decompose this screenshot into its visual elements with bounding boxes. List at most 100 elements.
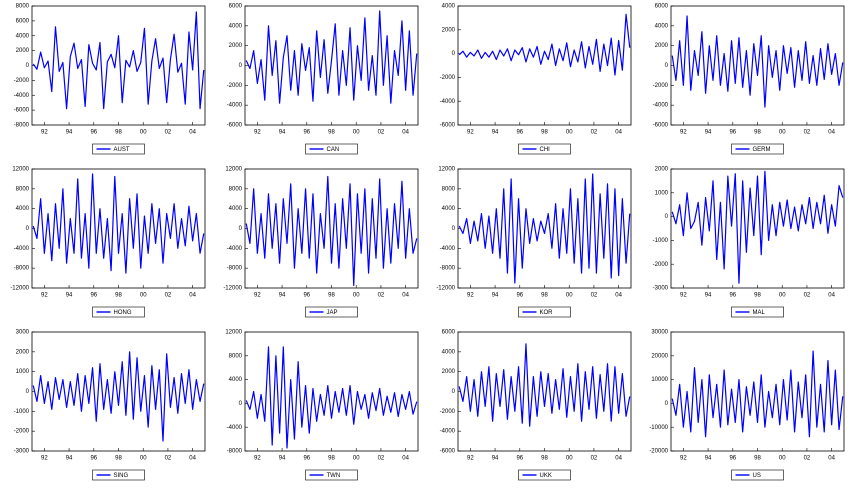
legend-label: HONG (114, 310, 132, 316)
x-tick-label: 00 (779, 456, 786, 462)
x-tick-label: 04 (828, 130, 835, 136)
y-tick-label: -4000 (653, 103, 669, 109)
series-line (671, 350, 844, 438)
plot-frame (31, 5, 206, 126)
x-tick-label: 96 (90, 293, 97, 299)
x-tick-label: 94 (492, 456, 499, 462)
x-tick-label: 94 (705, 456, 712, 462)
x-tick-label: 92 (41, 130, 48, 136)
x-tick-label: 98 (115, 130, 122, 136)
x-tick-label: 02 (165, 293, 172, 299)
y-tick-label: -2000 (653, 262, 669, 268)
legend-box (731, 143, 784, 155)
y-tick-label: -2000 (440, 75, 456, 81)
x-tick-label: 94 (279, 130, 286, 136)
x-tick-label: 94 (705, 130, 712, 136)
y-tick-label: -8000 (14, 266, 30, 272)
y-tick-label: -1000 (14, 409, 30, 415)
x-tick-label: 96 (729, 456, 736, 462)
legend-box (518, 143, 571, 155)
y-tick-label: 4000 (442, 4, 456, 10)
series-line (32, 11, 205, 110)
x-tick-label: 92 (254, 293, 261, 299)
x-tick-label: 98 (328, 130, 335, 136)
y-tick-label: -12000 (436, 286, 455, 292)
x-tick-label: 04 (615, 456, 622, 462)
y-tick-label: 4000 (655, 23, 669, 29)
x-tick-label: 98 (754, 456, 761, 462)
x-tick-label: 02 (378, 130, 385, 136)
x-tick-label: 04 (402, 293, 409, 299)
x-tick-label: 02 (591, 456, 598, 462)
y-tick-label: -20000 (649, 449, 668, 455)
x-tick-label: 94 (492, 130, 499, 136)
y-tick-label: -3000 (653, 286, 669, 292)
legend-box (518, 469, 571, 481)
y-tick-label: 12000 (438, 167, 455, 173)
y-tick-label: 0 (239, 63, 243, 69)
y-tick-label: 20000 (651, 353, 668, 359)
x-tick-label: 96 (729, 130, 736, 136)
y-tick-label: 8000 (229, 186, 243, 192)
y-tick-label: -6000 (653, 123, 669, 129)
legend-box (731, 469, 784, 481)
x-tick-label: 02 (591, 293, 598, 299)
x-tick-label: 00 (140, 130, 147, 136)
x-tick-label: 96 (303, 130, 310, 136)
legend-box (92, 143, 145, 155)
y-tick-label: 0 (239, 226, 243, 232)
legend-label: CAN (327, 147, 340, 153)
x-tick-label: 92 (467, 130, 474, 136)
x-tick-label: 00 (353, 130, 360, 136)
plot-frame (670, 331, 845, 452)
y-tick-label: -4000 (14, 93, 30, 99)
y-tick-label: 8000 (16, 186, 30, 192)
x-tick-label: 92 (254, 130, 261, 136)
legend-label: JAP (327, 310, 338, 316)
series-line (245, 346, 418, 449)
y-tick-label: 6000 (16, 18, 30, 24)
y-tick-label: -4000 (227, 246, 243, 252)
x-tick-label: 92 (680, 293, 687, 299)
legend-label: UKK (540, 473, 552, 479)
legend-box (305, 469, 358, 481)
y-tick-label: 4000 (16, 206, 30, 212)
legend-box (731, 306, 784, 318)
x-tick-label: 96 (516, 130, 523, 136)
y-tick-label: -12000 (223, 286, 242, 292)
plot-frame (457, 5, 632, 126)
series-line (245, 175, 418, 287)
x-tick-label: 00 (140, 456, 147, 462)
y-tick-label: -8000 (227, 449, 243, 455)
x-tick-label: 92 (680, 456, 687, 462)
x-tick-label: 02 (378, 456, 385, 462)
y-tick-label: -2000 (227, 83, 243, 89)
x-tick-label: 00 (566, 456, 573, 462)
x-tick-label: 02 (591, 130, 598, 136)
x-tick-label: 98 (328, 456, 335, 462)
x-tick-label: 00 (566, 130, 573, 136)
legend-label: AUST (114, 147, 130, 153)
y-tick-label: 0 (665, 63, 669, 69)
series-line (245, 10, 418, 104)
y-tick-label: 2000 (16, 349, 30, 355)
x-tick-label: 04 (615, 293, 622, 299)
y-tick-label: -8000 (227, 266, 243, 272)
series-line (458, 343, 631, 427)
x-tick-label: 04 (189, 456, 196, 462)
x-tick-label: 00 (779, 130, 786, 136)
y-tick-label: 4000 (16, 33, 30, 39)
y-tick-label: 1000 (655, 190, 669, 196)
y-tick-label: 8000 (16, 4, 30, 10)
y-tick-label: -8000 (14, 123, 30, 129)
y-tick-label: -4000 (227, 103, 243, 109)
y-tick-label: -6000 (440, 449, 456, 455)
x-tick-label: 98 (115, 293, 122, 299)
y-tick-label: 12000 (12, 167, 29, 173)
y-tick-label: -4000 (227, 425, 243, 431)
y-tick-label: 2000 (442, 369, 456, 375)
series-line (32, 173, 205, 274)
x-tick-label: 00 (140, 293, 147, 299)
x-tick-label: 00 (353, 456, 360, 462)
